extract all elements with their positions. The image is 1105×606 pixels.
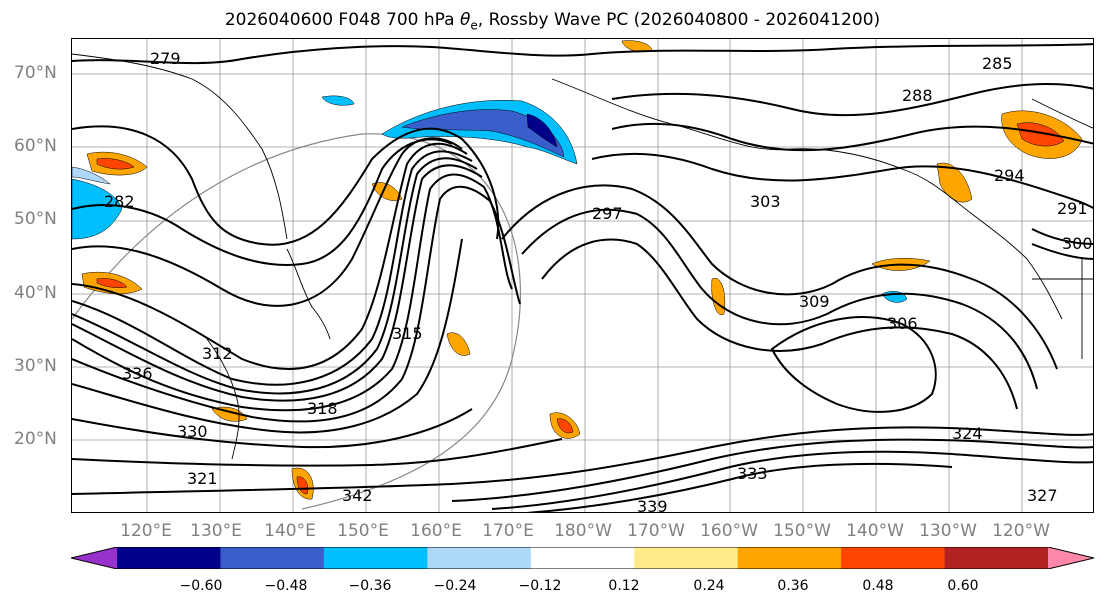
colorbar-segment	[841, 547, 946, 569]
lat-label-20n: 20°N	[14, 429, 57, 449]
contour-label-291: 291	[1057, 199, 1088, 218]
chart-title: 2026040600 F048 700 hPa θe, Rossby Wave …	[224, 10, 881, 33]
map-panel: 279 282 285 288 291 294 297 300 303 306 …	[71, 38, 1094, 513]
positive-anomaly-northeast-core	[1016, 122, 1065, 147]
contour-label-303: 303	[750, 192, 781, 211]
colorbar-tick: 0.24	[693, 578, 725, 594]
colorbar-segment	[634, 547, 739, 569]
colorbar-extend-low	[71, 547, 117, 569]
negative-anomaly-alaska-peak	[526, 113, 558, 148]
positive-anomaly-northcentral	[621, 40, 653, 53]
negative-anomaly-alaska-core	[401, 109, 565, 158]
contour-label-333: 333	[737, 464, 768, 483]
lon-label-120e: 120°E	[120, 521, 172, 541]
colorbar	[71, 547, 1094, 569]
colorbar-tick: 0.36	[777, 578, 809, 594]
positive-anomaly-south-core	[556, 418, 574, 434]
contour-label-306: 306	[887, 314, 918, 333]
gray-arc	[72, 133, 521, 510]
contour-label-339: 339	[637, 497, 668, 513]
coastlines	[72, 53, 1093, 460]
contour-label-330: 330	[177, 422, 208, 441]
contour-label-309: 309	[799, 292, 830, 311]
positive-anomaly-bottom-core	[296, 476, 308, 495]
lon-label-170w: 170°W	[627, 521, 685, 541]
contour-label-315: 315	[392, 324, 423, 343]
contour-labels: 279 282 285 288 291 294 297 300 303 306 …	[104, 49, 1093, 513]
theta-e-contours	[72, 43, 1093, 512]
contour-label-336: 336	[122, 364, 153, 383]
lon-label-140e: 140°E	[264, 521, 316, 541]
negative-anomaly-north	[321, 95, 355, 106]
positive-anomaly-west-core	[96, 158, 135, 170]
lon-label-180w: 180°W	[554, 521, 612, 541]
lat-label-40n: 40°N	[14, 283, 57, 303]
positive-anomaly-160w	[711, 278, 726, 316]
colorbar-segment	[737, 547, 842, 569]
colorbar-segment	[530, 547, 635, 569]
colorbar-segment	[323, 547, 428, 569]
positive-anomaly-central	[446, 332, 471, 356]
positive-anomaly-southwest-core	[96, 278, 128, 289]
contour-label-300: 300	[1062, 234, 1093, 253]
lon-label-140w: 140°W	[846, 521, 904, 541]
colorbar-tick: −0.36	[348, 578, 392, 594]
lon-label-160w: 160°W	[700, 521, 758, 541]
colorbar-segment	[944, 547, 1049, 569]
lat-label-50n: 50°N	[14, 209, 57, 229]
colorbar-segment	[220, 547, 325, 569]
colorbar-segment	[117, 547, 221, 569]
contour-label-285: 285	[982, 54, 1013, 73]
lon-label-150e: 150°E	[337, 521, 389, 541]
contour-label-312: 312	[202, 344, 233, 363]
contour-label-294: 294	[994, 166, 1025, 185]
colorbar-tick: 0.12	[608, 578, 640, 594]
lon-label-170e: 170°E	[482, 521, 534, 541]
colorbar-tick: −0.60	[179, 578, 223, 594]
contour-label-297: 297	[592, 204, 623, 223]
contour-label-327: 327	[1027, 486, 1058, 505]
positive-anomaly-coast	[936, 162, 973, 203]
colorbar-tick: 0.48	[862, 578, 894, 594]
lon-label-130e: 130°E	[190, 521, 242, 541]
colorbar-tick: −0.12	[518, 578, 562, 594]
colorbar-segment	[427, 547, 532, 569]
contour-label-324: 324	[952, 424, 983, 443]
positive-anomaly-japan	[371, 182, 403, 201]
negative-anomaly-west-light	[72, 166, 111, 185]
lon-label-130w: 130°W	[919, 521, 977, 541]
lat-label-60n: 60°N	[14, 136, 57, 156]
lon-label-150w: 150°W	[773, 521, 831, 541]
lon-label-120w: 120°W	[992, 521, 1050, 541]
contour-label-342: 342	[342, 486, 373, 505]
anomaly-shading	[72, 40, 1083, 500]
contour-label-321: 321	[187, 469, 218, 488]
contour-label-279: 279	[150, 49, 181, 68]
colorbar-tick: −0.24	[433, 578, 477, 594]
lat-label-70n: 70°N	[14, 63, 57, 83]
contour-label-288: 288	[902, 86, 933, 105]
contour-label-318: 318	[307, 399, 338, 418]
colorbar-tick: 0.60	[947, 578, 979, 594]
map-canvas: 279 282 285 288 291 294 297 300 303 306 …	[72, 39, 1093, 513]
colorbar-tick: −0.48	[264, 578, 308, 594]
colorbar-segments	[71, 547, 1094, 569]
colorbar-extend-high	[1048, 547, 1094, 569]
lat-label-30n: 30°N	[14, 356, 57, 376]
lon-label-160e: 160°E	[410, 521, 462, 541]
negative-anomaly-west	[72, 178, 123, 240]
contour-label-282: 282	[104, 192, 135, 211]
